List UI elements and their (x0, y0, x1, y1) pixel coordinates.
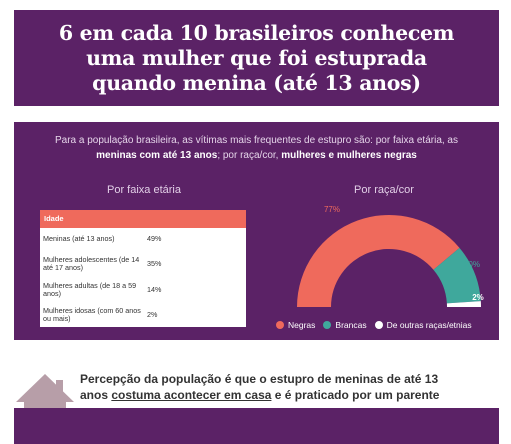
row-label: Mulheres idosas (com 60 anos ou mais) (43, 305, 141, 323)
row-value: 14% (147, 284, 162, 294)
slice-label-brancas: 20% (464, 260, 480, 269)
intro-text: Para a população brasileira, as vítimas … (55, 135, 458, 161)
legend-dot-icon (374, 321, 383, 329)
gauge-slice-brancas (433, 247, 481, 304)
slice-label-negras: 77% (324, 205, 340, 214)
table-row: Mulheres idosas (com 60 anos ou mais) 2% (40, 303, 246, 327)
table-row: Meninas (até 13 anos) 49% (40, 228, 246, 251)
bottom-bar (14, 408, 499, 444)
row-value: 35% (147, 258, 162, 268)
age-section-title: Por faixa etária (107, 184, 181, 196)
gauge-slice-negras (297, 215, 460, 307)
table-row: Mulheres adultas (de 18 a 59 anos) 14% (40, 277, 246, 303)
underlined-phrase: costuma acontecer em casa (111, 387, 272, 402)
table-row: Mulheres adolescentes (de 14 até 17 anos… (40, 251, 246, 277)
age-table: Idade Meninas (até 13 anos) 49% Mulheres… (40, 210, 246, 327)
gauge-slice-outras (446, 301, 481, 307)
legend-item: De outras raças/etnias (374, 320, 472, 330)
row-value: 49% (147, 234, 162, 244)
row-label: Mulheres adultas (de 18 a 59 anos) (43, 280, 137, 298)
legend-dot-icon (276, 321, 284, 329)
race-gauge-chart: 77% 20% 2% (297, 205, 484, 307)
row-value: 2% (147, 309, 158, 319)
slice-label-outras: 2% (472, 293, 484, 302)
row-label: Mulheres adolescentes (de 14 até 17 anos… (43, 254, 140, 272)
legend-dot-icon (323, 321, 332, 329)
title-line-3: quando menina (até 13 anos) (92, 70, 421, 95)
legend-item: Brancas (323, 320, 367, 330)
title-line-1: 6 em cada 10 brasileiros conhecem (58, 20, 455, 45)
title-banner: 6 em cada 10 brasileiros conhecem uma mu… (14, 10, 499, 106)
title-line-2: uma mulher que foi estuprada (86, 45, 427, 70)
race-legend: Negras Brancas De outras raças/etnias (276, 320, 480, 330)
row-label: Meninas (até 13 anos) (43, 234, 115, 244)
stats-panel: Para a população brasileira, as vítimas … (14, 122, 499, 340)
page-title: 6 em cada 10 brasileiros conhecem uma mu… (58, 20, 455, 96)
bottom-text: Percepção da população é que o estupro d… (80, 372, 440, 402)
race-section-title: Por raça/cor (354, 184, 414, 196)
legend-item: Negras (276, 320, 315, 330)
age-table-header: Idade (40, 210, 246, 228)
